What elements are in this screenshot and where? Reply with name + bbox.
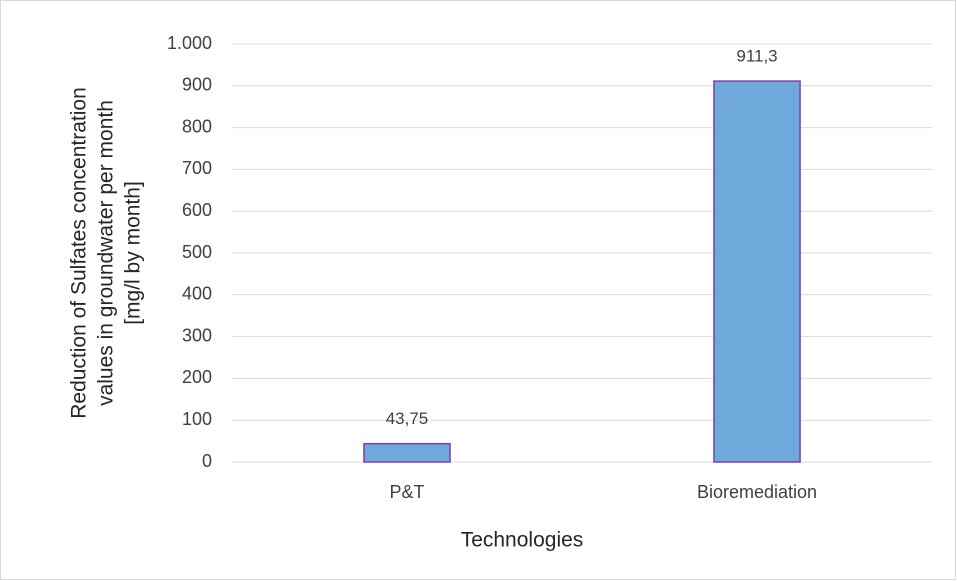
bar bbox=[713, 80, 801, 463]
y-tick-label: 0 bbox=[202, 451, 212, 471]
y-tick-label: 800 bbox=[182, 116, 212, 136]
y-tick-label: 200 bbox=[182, 367, 212, 387]
data-label: 43,75 bbox=[386, 409, 429, 428]
x-tick-label: P&T bbox=[389, 482, 424, 502]
x-tick-label: Bioremediation bbox=[697, 482, 817, 502]
y-tick-label: 600 bbox=[182, 200, 212, 220]
y-axis-title: [mg/l by month] bbox=[122, 181, 145, 325]
y-tick-label: 1.000 bbox=[167, 33, 212, 53]
y-axis-title: Reduction of Sulfates concentration bbox=[68, 87, 91, 419]
y-axis-title: values in groundwater per month bbox=[95, 100, 118, 406]
y-tick-label: 900 bbox=[182, 75, 212, 95]
y-tick-label: 100 bbox=[182, 409, 212, 429]
y-tick-label: 500 bbox=[182, 242, 212, 262]
y-tick-label: 400 bbox=[182, 284, 212, 304]
y-tick-label: 700 bbox=[182, 158, 212, 178]
x-axis-title: Technologies bbox=[461, 529, 584, 552]
data-label: 911,3 bbox=[736, 47, 777, 66]
y-tick-label: 300 bbox=[182, 325, 212, 345]
bar bbox=[363, 442, 451, 463]
